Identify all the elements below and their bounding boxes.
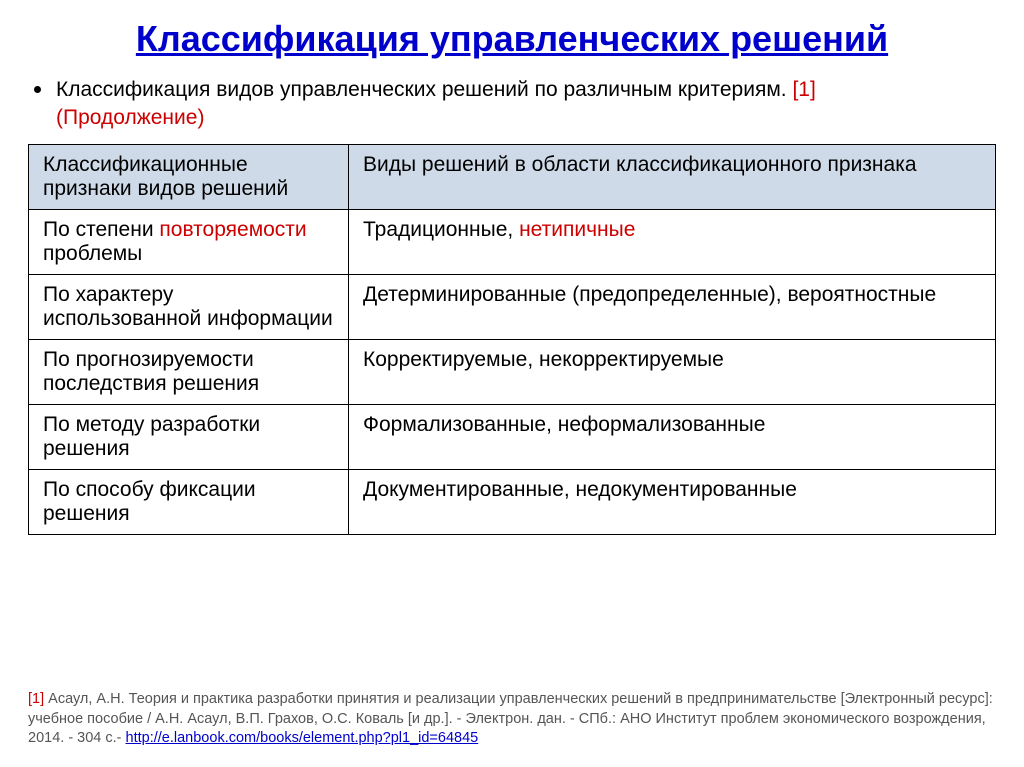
cell-types: Детерминированные (предопределенные), ве…: [349, 275, 996, 340]
cell-text: По способу фиксации решения: [43, 478, 256, 525]
cell-types: Формализованные, неформализованные: [349, 405, 996, 470]
continuation-label: (Продолжение): [56, 106, 996, 130]
intro-ref: [1]: [792, 78, 815, 101]
cell-criteria: По способу фиксации решения: [29, 470, 349, 535]
cell-text: Формализованные, неформализованные: [363, 413, 765, 436]
table-row: По способу фиксации решения Документирова…: [29, 470, 996, 535]
page-title: Классификация управленческих решений: [28, 18, 996, 60]
table-row: По методу разработки решения Формализован…: [29, 405, 996, 470]
cell-types: Традиционные, нетипичные: [349, 210, 996, 275]
table-body: По степени повторяемости проблемыТрадици…: [29, 210, 996, 535]
cell-types: Корректируемые, некорректируемые: [349, 340, 996, 405]
cell-text: проблемы: [43, 242, 142, 265]
footnote-link[interactable]: http://e.lanbook.com/books/element.php?p…: [126, 730, 479, 746]
cell-criteria: По методу разработки решения: [29, 405, 349, 470]
cell-text: Традиционные,: [363, 218, 519, 241]
footnote-mark: [1]: [28, 691, 44, 707]
cell-text: По методу разработки решения: [43, 413, 260, 460]
cell-criteria: По прогнозируемости последствия решения: [29, 340, 349, 405]
bullet-icon: [34, 86, 41, 93]
cell-criteria: По степени повторяемости проблемы: [29, 210, 349, 275]
cell-text: Корректируемые, некорректируемые: [363, 348, 724, 371]
cell-criteria: По характеру использованной информации: [29, 275, 349, 340]
table-header-row: Классификационные признаки видов решений…: [29, 145, 996, 210]
table-row: По прогнозируемости последствия решения К…: [29, 340, 996, 405]
cell-highlight: нетипичные: [519, 218, 635, 241]
header-col2: Виды решений в области классификационног…: [349, 145, 996, 210]
classification-table: Классификационные признаки видов решений…: [28, 144, 996, 535]
footnote: [1] Асаул, А.Н. Теория и практика разраб…: [28, 690, 996, 749]
header-col1: Классификационные признаки видов решений: [29, 145, 349, 210]
cell-text: По прогнозируемости последствия решения: [43, 348, 259, 395]
table-row: По степени повторяемости проблемыТрадици…: [29, 210, 996, 275]
cell-text: Документированные, недокументированные: [363, 478, 797, 501]
table-row: По характеру использованной информации Де…: [29, 275, 996, 340]
intro-text: Классификация видов управленческих решен…: [56, 78, 787, 101]
cell-text: По характеру использованной информации: [43, 283, 333, 330]
intro-line: Классификация видов управленческих решен…: [56, 78, 996, 102]
cell-text: Детерминированные (предопределенные), ве…: [363, 283, 936, 306]
cell-text: По степени: [43, 218, 159, 241]
cell-highlight: повторяемости: [159, 218, 306, 241]
cell-types: Документированные, недокументированные: [349, 470, 996, 535]
